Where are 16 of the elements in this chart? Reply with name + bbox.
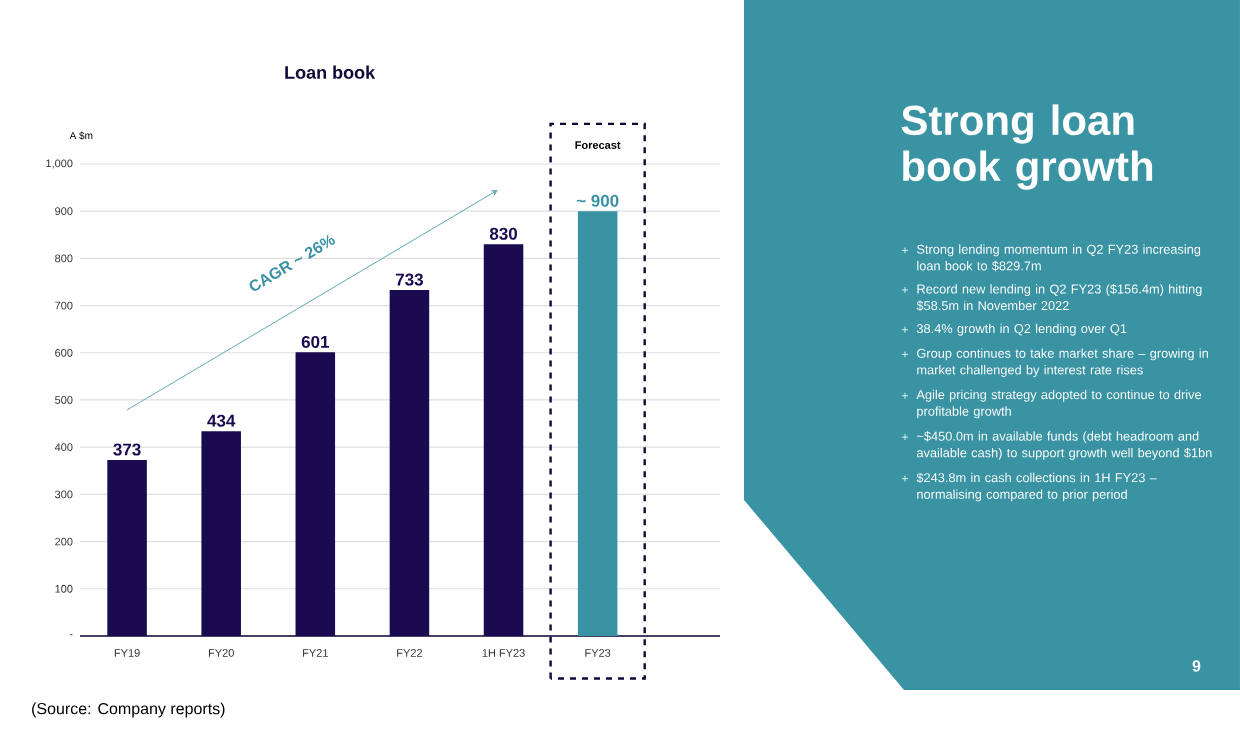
data-label: 373: [113, 443, 141, 456]
bar: [577, 211, 618, 636]
text: Strong loan book growth: [901, 104, 1153, 190]
data-label: 830: [489, 227, 518, 240]
bar: [201, 431, 241, 636]
data-label: 434: [207, 414, 236, 427]
data-label: ~ 900: [576, 194, 619, 207]
bar: [295, 352, 336, 636]
text: 9: [1192, 660, 1201, 672]
data-label: 733: [395, 273, 423, 286]
bar: [389, 290, 430, 636]
bar: [483, 244, 524, 636]
data-label: 601: [301, 335, 329, 348]
chart-title: Loan book: [285, 65, 376, 79]
bar: [107, 459, 147, 636]
text: (Source: Company reports): [32, 702, 225, 718]
